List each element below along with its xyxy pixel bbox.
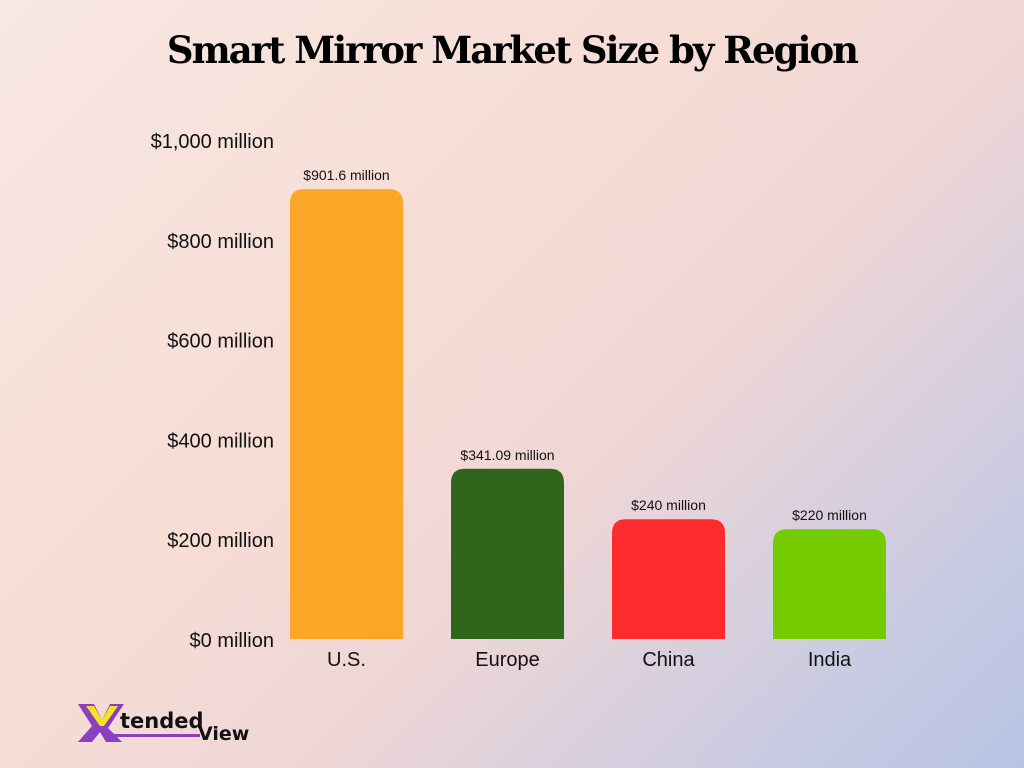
- bar-europe: [451, 468, 564, 639]
- bar-china: [612, 519, 725, 639]
- y-tick-label: $0 million: [190, 630, 274, 652]
- data-label: $341.09 million: [460, 447, 554, 463]
- x-tick-label: U.S.: [327, 649, 366, 671]
- chart-title: Smart Mirror Market Size by Region: [166, 28, 859, 72]
- svg-text:tended: tended: [120, 709, 204, 733]
- y-tick-label: $400 million: [167, 430, 274, 452]
- y-tick-label: $600 million: [167, 331, 274, 353]
- x-tick-label: China: [642, 649, 695, 671]
- bar-india: [773, 529, 886, 639]
- x-tick-label: India: [808, 649, 852, 671]
- data-label: $220 million: [792, 507, 867, 523]
- svg-text:View: View: [198, 723, 249, 745]
- bar-us: [290, 189, 403, 639]
- y-tick-label: $200 million: [167, 530, 274, 552]
- y-tick-label: $1,000 million: [151, 131, 274, 153]
- data-label: $240 million: [631, 497, 706, 513]
- y-tick-label: $800 million: [167, 231, 274, 253]
- x-tick-label: Europe: [475, 649, 540, 671]
- data-label: $901.6 million: [303, 167, 389, 183]
- xtendedview-logo: tended View: [78, 704, 249, 745]
